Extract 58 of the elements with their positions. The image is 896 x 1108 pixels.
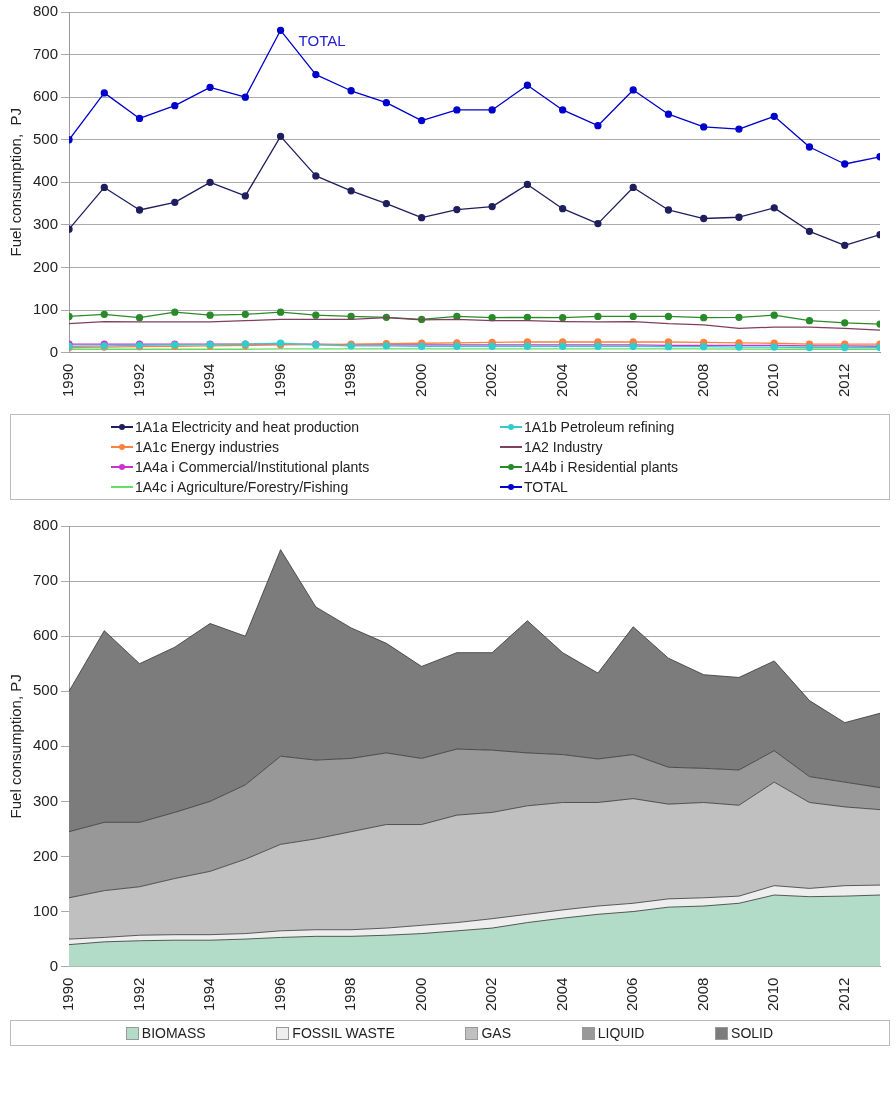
y-tick-label: 100: [33, 300, 59, 318]
y-tick-label: 0: [49, 956, 59, 974]
x-tick-label: 2010: [764, 363, 782, 398]
y-tick-label: 200: [33, 846, 59, 864]
x-tick-label: 2000: [411, 363, 429, 398]
x-tick-label: 1992: [129, 363, 147, 398]
legend-label: FOSSIL WASTE: [292, 1025, 395, 1041]
legend-label: LIQUID: [597, 1025, 645, 1041]
y-axis-title: Fuel consumption, PJ: [7, 674, 25, 819]
x-tick-label: 2010: [764, 977, 782, 1012]
y-tick-label: 700: [33, 44, 59, 62]
x-tick-label: 1994: [200, 363, 218, 398]
x-tick-label: 2002: [482, 977, 500, 1012]
y-axis-title: Fuel consumption, PJ: [7, 108, 25, 257]
x-tick-label: 2012: [834, 977, 852, 1012]
legend-label: 1A4b i Residential plants: [524, 459, 679, 475]
x-tick-label: 1990: [59, 363, 77, 398]
x-tick-label: 2000: [411, 977, 429, 1012]
x-tick-label: 2002: [482, 363, 500, 398]
y-tick-label: 500: [33, 129, 59, 147]
x-tick-label: 2004: [552, 363, 570, 398]
y-tick-label: 800: [33, 2, 59, 20]
x-tick-label: 2008: [693, 977, 711, 1012]
annotation: TOTAL: [298, 32, 346, 50]
x-tick-label: 1992: [129, 977, 147, 1012]
x-tick-label: 2008: [693, 363, 711, 398]
legend-label: 1A4a i Commercial/Institutional plants: [135, 459, 370, 475]
x-tick-label: 2012: [834, 363, 852, 398]
y-tick-label: 700: [33, 571, 59, 589]
legend-label: 1A1a Electricity and heat production: [135, 419, 360, 435]
y-tick-label: 100: [33, 901, 59, 919]
y-tick-label: 500: [33, 681, 59, 699]
legend-label: 1A1c Energy industries: [135, 439, 279, 455]
x-tick-label: 1998: [341, 363, 359, 398]
x-tick-label: 2006: [623, 977, 641, 1012]
legend-label: GAS: [481, 1025, 512, 1041]
y-tick-label: 600: [33, 87, 59, 105]
y-tick-label: 200: [33, 257, 59, 275]
legend-label: 1A2 Industry: [524, 439, 603, 455]
y-tick-label: 400: [33, 736, 59, 754]
x-tick-label: 1998: [341, 977, 359, 1012]
y-tick-label: 600: [33, 626, 59, 644]
legend-label: 1A4c i Agriculture/Forestry/Fishing: [135, 479, 349, 495]
y-tick-label: 300: [33, 215, 59, 233]
x-tick-label: 1996: [270, 363, 288, 398]
legend-label: SOLID: [731, 1025, 774, 1041]
x-tick-label: 2006: [623, 363, 641, 398]
legend-label: TOTAL: [524, 479, 568, 495]
y-tick-label: 300: [33, 791, 59, 809]
x-tick-label: 1996: [270, 977, 288, 1012]
legend-label: 1A1b Petroleum refining: [524, 419, 675, 435]
x-tick-label: 1994: [200, 977, 218, 1012]
x-tick-label: 1990: [59, 977, 77, 1012]
y-tick-label: 0: [49, 342, 59, 360]
legend-label: BIOMASS: [141, 1025, 206, 1041]
y-tick-label: 400: [33, 172, 59, 190]
x-tick-label: 2004: [552, 977, 570, 1012]
y-tick-label: 800: [33, 516, 59, 534]
